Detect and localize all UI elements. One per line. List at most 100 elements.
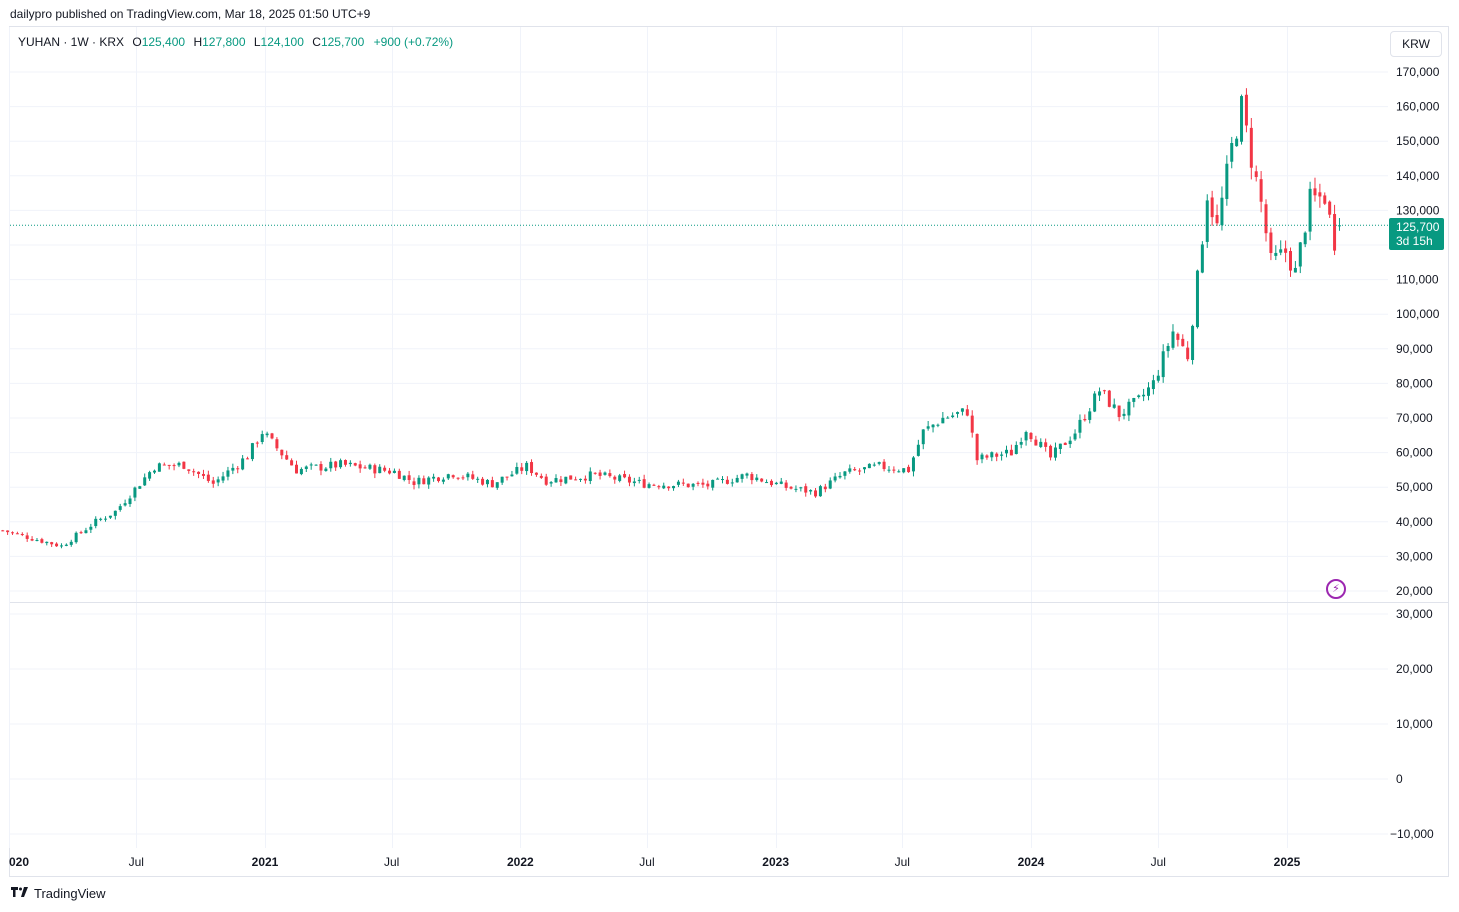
candle-body xyxy=(1156,375,1160,381)
candle-body xyxy=(456,477,460,479)
candle-body xyxy=(578,478,582,480)
candle-body xyxy=(843,471,847,476)
candle-body xyxy=(823,486,827,490)
candle-body xyxy=(133,487,137,498)
candle-body xyxy=(1083,418,1087,421)
candle-body xyxy=(1098,391,1102,396)
candle-body xyxy=(221,476,225,481)
candle-body xyxy=(892,469,896,471)
candle-body xyxy=(1176,333,1180,340)
candle-body xyxy=(89,526,93,530)
candle-body xyxy=(481,478,485,485)
candle-body xyxy=(143,477,147,486)
candle-body xyxy=(299,468,303,475)
candle-body xyxy=(1210,197,1214,218)
candle-body xyxy=(1146,387,1150,396)
candle-body xyxy=(319,464,323,471)
candle-body xyxy=(720,479,724,481)
candle-body xyxy=(1318,192,1322,197)
candle-body xyxy=(769,480,773,486)
candle-body xyxy=(1264,204,1268,234)
candle-body xyxy=(324,468,328,471)
candle-body xyxy=(162,464,166,466)
volume-tick-label: 0 xyxy=(1396,772,1403,786)
candle-body xyxy=(353,463,357,466)
candle-body xyxy=(965,409,969,416)
candle-body xyxy=(339,460,343,468)
candle-body xyxy=(1039,441,1043,447)
candle-body xyxy=(294,464,298,474)
candle-body xyxy=(980,454,984,460)
candle-body xyxy=(848,468,852,472)
candle-body xyxy=(59,545,63,547)
candle-body xyxy=(1328,201,1332,215)
candle-body xyxy=(1058,443,1062,449)
candle-body xyxy=(471,474,475,479)
candle-body xyxy=(25,535,29,539)
candle-body xyxy=(1137,395,1141,398)
time-tick-label: Jul xyxy=(639,855,654,869)
candle-body xyxy=(348,462,352,465)
candle-body xyxy=(192,471,196,473)
candle-body xyxy=(211,480,215,484)
candle-body xyxy=(388,470,392,474)
price-tick-label: 20,000 xyxy=(1396,584,1433,598)
candle-body xyxy=(941,417,945,424)
bar-countdown: 3d 15h xyxy=(1396,234,1433,248)
candle-body xyxy=(755,477,759,481)
candle-body xyxy=(490,480,494,488)
candle-body xyxy=(549,482,553,484)
candle-body xyxy=(397,470,401,479)
candle-body xyxy=(574,479,578,481)
candle-body xyxy=(417,477,421,485)
candle-body xyxy=(951,415,955,418)
price-tick-label: 90,000 xyxy=(1396,342,1433,356)
candle-body xyxy=(1279,249,1283,253)
candle-body xyxy=(1293,267,1297,273)
candle-body xyxy=(985,455,989,458)
candle-body xyxy=(99,518,103,520)
legend-close-value: 125,700 xyxy=(320,35,365,49)
candle-body xyxy=(446,474,450,479)
candle-body xyxy=(672,486,676,489)
candle-body xyxy=(177,462,181,466)
candle-body xyxy=(30,539,34,541)
candle-body xyxy=(838,475,842,478)
candle-body xyxy=(104,518,108,520)
candle-body xyxy=(623,474,627,478)
candle-body xyxy=(368,464,372,469)
tradingview-brand[interactable]: TradingView xyxy=(10,886,106,901)
price-tick-label: 80,000 xyxy=(1396,376,1433,390)
candle-body xyxy=(696,482,700,484)
candle-body xyxy=(255,442,259,444)
candle-body xyxy=(1284,248,1288,253)
candle-body xyxy=(554,478,558,483)
tradingview-logo-icon xyxy=(11,886,28,897)
candle-body xyxy=(1288,251,1292,271)
candle-body xyxy=(931,424,935,428)
candle-body xyxy=(716,478,720,480)
candle-body xyxy=(1093,393,1097,412)
candle-body xyxy=(1191,325,1195,361)
legend-change: +900 (+0.72%) xyxy=(373,35,454,49)
candle-body xyxy=(583,478,587,481)
time-tick-label: 020 xyxy=(9,855,29,869)
lightning-bolt-icon[interactable]: ⚡ xyxy=(1326,579,1346,599)
candle-body xyxy=(476,478,480,480)
candle-body xyxy=(706,483,710,487)
candle-body xyxy=(1049,445,1053,458)
candle-body xyxy=(197,471,201,474)
candle-body xyxy=(809,490,813,492)
candle-body xyxy=(525,462,529,472)
candle-body xyxy=(436,477,440,482)
time-tick-label: 2023 xyxy=(762,855,789,869)
candle-body xyxy=(520,467,524,471)
last-price-value: 125,700 xyxy=(1396,220,1440,234)
price-axis: 170,000 160,000 150,000 140,000 130,000 110,0… xyxy=(1396,65,1440,598)
currency-button[interactable]: KRW xyxy=(1390,31,1442,57)
candle-body xyxy=(735,477,739,483)
price-tick-label: 50,000 xyxy=(1396,480,1433,494)
candle-body xyxy=(427,477,431,485)
candle-body xyxy=(1117,405,1121,418)
